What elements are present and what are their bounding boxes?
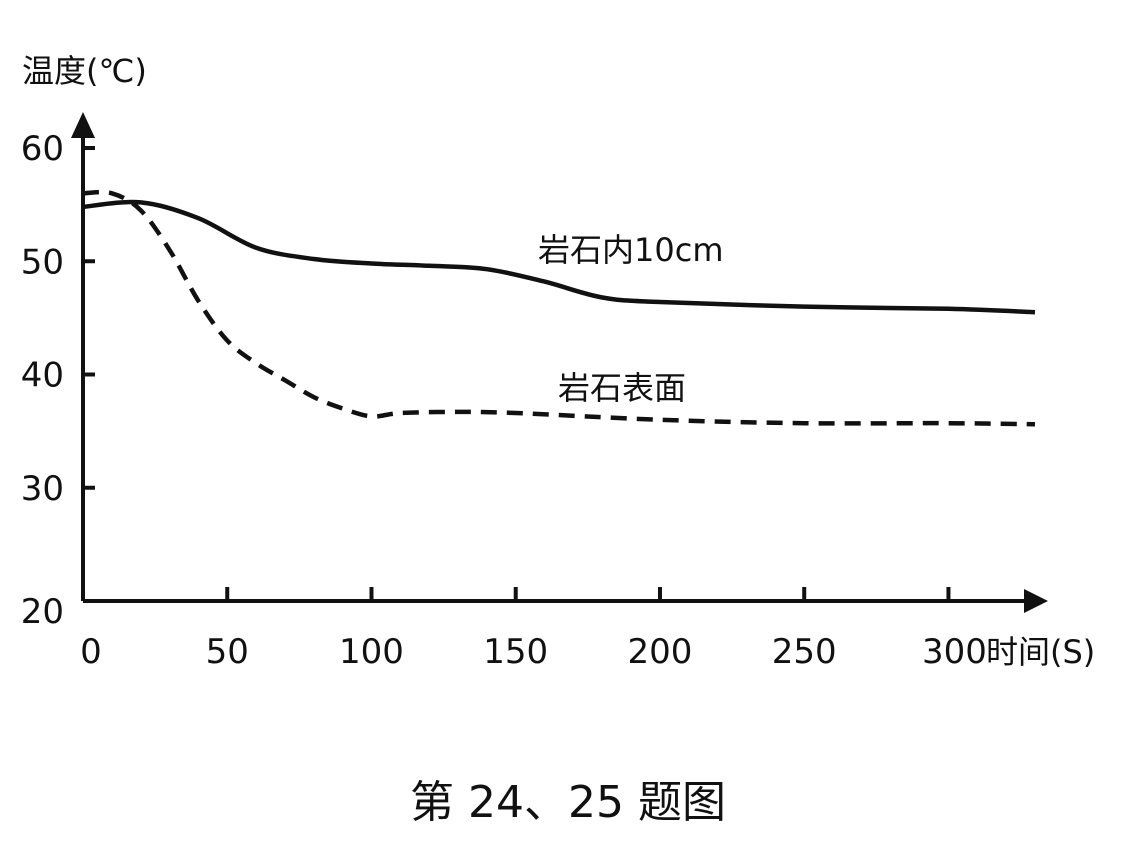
x-ticks: 0 50 100 150 200 250 300 — [80, 587, 987, 672]
x-tick-label: 200 — [628, 632, 693, 672]
series-layer — [82, 189, 1036, 427]
series-label-rock-surface: 岩石表面 — [558, 369, 686, 407]
y-tick-label: 40 — [21, 356, 64, 396]
x-axis-title: 时间(S) — [986, 633, 1095, 671]
y-tick-label: 20 — [21, 592, 64, 632]
y-tick-label: 60 — [21, 129, 64, 169]
x-axis-arrow — [1024, 589, 1048, 613]
series-label-rock-inner: 岩石内10cm — [538, 231, 724, 269]
figure-caption: 第 24、25 题图 — [410, 777, 726, 828]
y-tick-label: 50 — [21, 242, 64, 282]
series-line-rock-inner — [82, 199, 1036, 315]
y-ticks: 20 30 40 50 60 — [21, 129, 95, 632]
series-line-rock-surface — [82, 189, 1036, 427]
y-axis-arrow — [71, 112, 95, 138]
x-tick-label: 50 — [206, 632, 249, 672]
axes — [71, 112, 1048, 613]
x-tick-label: 300 — [922, 632, 987, 672]
x-tick-label: 250 — [772, 632, 837, 672]
x-tick-label: 0 — [80, 632, 102, 672]
y-tick-label: 30 — [21, 469, 64, 509]
x-tick-label: 100 — [339, 632, 404, 672]
y-axis-title: 温度(℃) — [22, 52, 147, 90]
x-tick-label: 150 — [483, 632, 548, 672]
